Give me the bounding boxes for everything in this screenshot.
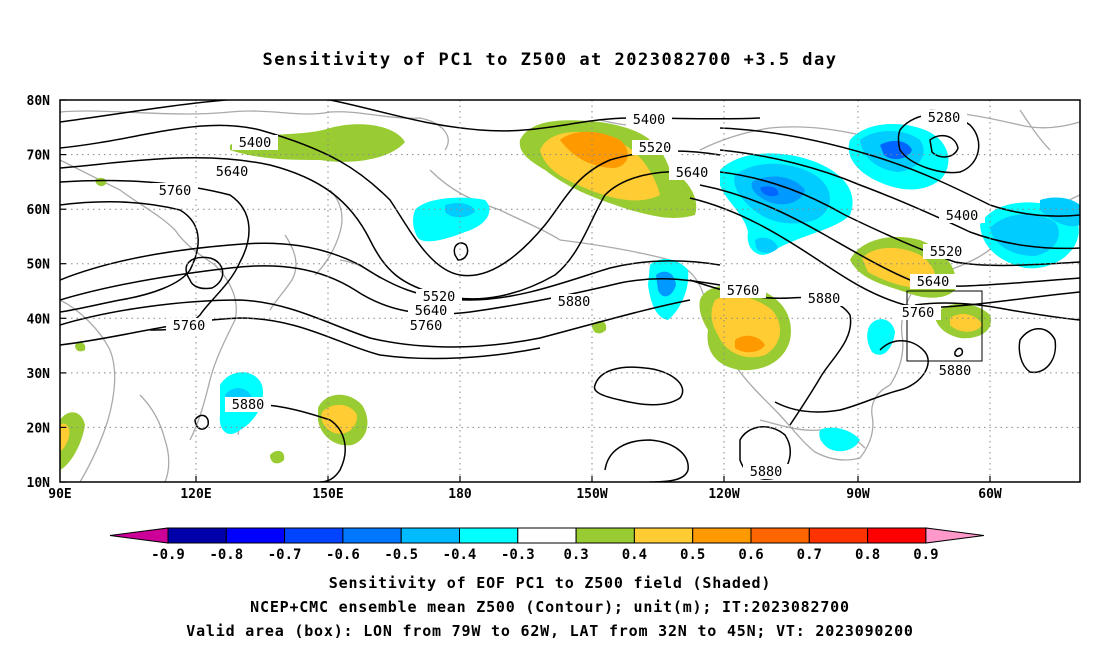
- lon-label: 90E: [48, 487, 71, 502]
- contour-label: 5640: [408, 303, 454, 319]
- colorbar-right-extension: [925, 527, 984, 544]
- lon-labels: 90E 120E 150E 180 150W 120W 90W 60W: [48, 487, 1002, 502]
- colorbar-swatch: [459, 527, 519, 544]
- colorbar-left-extension: [109, 527, 169, 544]
- svg-text:5640: 5640: [216, 164, 249, 180]
- contour-label: 5760: [152, 183, 198, 199]
- valid-area-box: [906, 290, 983, 362]
- contour-label: 5760: [166, 318, 212, 334]
- svg-text:5400: 5400: [239, 135, 272, 151]
- colorbar-label: 0.6: [738, 547, 763, 563]
- map-title: Sensitivity of PC1 to Z500 at 2023082700…: [262, 50, 838, 70]
- caption-contour: NCEP+CMC ensemble mean Z500 (Contour); u…: [250, 598, 850, 616]
- contour-label: 5520: [923, 244, 969, 260]
- contour-label: 5400: [939, 208, 985, 224]
- svg-text:5400: 5400: [633, 112, 666, 128]
- lon-label: 90W: [846, 487, 870, 502]
- lon-label: 60W: [978, 487, 1002, 502]
- lat-labels: 80N 70N 60N 50N 40N 30N 20N 10N: [27, 94, 51, 491]
- svg-text:5760: 5760: [173, 318, 206, 334]
- contour-label: 5880: [551, 294, 597, 310]
- colorbar-swatch: [633, 527, 694, 544]
- colorbar-swatch: [342, 527, 402, 544]
- contour-label: 5640: [209, 164, 255, 180]
- colorbar-swatch: [750, 527, 810, 544]
- contour-label: 5520: [416, 289, 462, 305]
- svg-text:5640: 5640: [676, 165, 709, 181]
- contour-label: 5760: [895, 305, 941, 321]
- svg-text:5520: 5520: [639, 140, 672, 156]
- svg-text:5640: 5640: [917, 274, 950, 290]
- map-frame: [59, 99, 1081, 483]
- contour-label: 5640: [910, 274, 956, 290]
- lat-label: 60N: [27, 203, 51, 218]
- svg-text:5760: 5760: [727, 283, 760, 299]
- lon-label: 120E: [180, 487, 211, 502]
- svg-text:5400: 5400: [946, 208, 979, 224]
- lat-label: 40N: [27, 312, 51, 327]
- lon-label: 120W: [708, 487, 739, 502]
- contour-label: 5880: [932, 363, 978, 379]
- contour-label: 5400: [232, 135, 278, 151]
- contour-label: 5880: [801, 291, 847, 307]
- colorbar-label: -0.5: [384, 547, 418, 563]
- svg-text:5280: 5280: [928, 110, 961, 126]
- svg-text:5640: 5640: [415, 303, 448, 319]
- colorbar: -0.9 -0.8 -0.7 -0.6 -0.5 -0.4 -0.3 0.3 0.4 0.5 0.6…: [109, 527, 984, 563]
- contour-label: 5760: [403, 318, 449, 334]
- colorbar-label: -0.3: [501, 547, 535, 563]
- colorbar-label: 0.9: [913, 547, 938, 563]
- colorbar-swatch: [400, 527, 461, 544]
- lon-label: 150E: [312, 487, 343, 502]
- contour-label: 5520: [632, 140, 678, 156]
- axis-ticks: [60, 99, 991, 483]
- colorbar-swatch: [575, 527, 635, 544]
- colorbar-label: 0.7: [797, 547, 822, 563]
- svg-text:5880: 5880: [750, 464, 783, 480]
- contour-labels: 5400 5640 5760 5760 5400 5520 5640 5280 …: [152, 110, 985, 480]
- svg-text:5760: 5760: [410, 318, 443, 334]
- svg-text:5760: 5760: [159, 183, 192, 199]
- colorbar-label: 0.3: [563, 547, 588, 563]
- caption-shading: Sensitivity of EOF PC1 to Z500 field (Sh…: [328, 574, 772, 592]
- colorbar-label: 0.8: [855, 547, 880, 563]
- caption-valid-area: Valid area (box): LON from 79W to 62W, L…: [186, 622, 914, 640]
- svg-text:5880: 5880: [939, 363, 972, 379]
- contour-label: 5280: [921, 110, 967, 126]
- colorbar-swatch: [867, 527, 927, 544]
- svg-text:5520: 5520: [423, 289, 456, 305]
- colorbar-label: -0.4: [443, 547, 477, 563]
- contour-label: 5400: [626, 112, 672, 128]
- colorbar-swatch: [225, 527, 286, 544]
- svg-text:5880: 5880: [232, 397, 265, 413]
- colorbar-swatch: [692, 527, 752, 544]
- lon-label: 180: [448, 487, 472, 502]
- colorbar-label: 0.5: [680, 547, 705, 563]
- contour-label: 5880: [225, 397, 271, 413]
- lat-label: 10N: [27, 476, 51, 491]
- contour-label: 5760: [720, 283, 766, 299]
- lat-label: 80N: [27, 94, 51, 109]
- lat-label: 50N: [27, 258, 51, 273]
- colorbar-label: -0.7: [268, 547, 302, 563]
- colorbar-label: -0.8: [209, 547, 243, 563]
- contour-label: 5640: [669, 165, 715, 181]
- colorbar-label: -0.6: [326, 547, 360, 563]
- svg-text:5760: 5760: [902, 305, 935, 321]
- colorbar-swatch: [167, 527, 227, 544]
- svg-text:5880: 5880: [558, 294, 591, 310]
- colorbar-swatch: [517, 527, 577, 544]
- contour-label: 5880: [743, 464, 789, 480]
- lon-label: 150W: [576, 487, 607, 502]
- svg-text:5880: 5880: [808, 291, 841, 307]
- colorbar-label: -0.9: [151, 547, 185, 563]
- colorbar-swatch: [284, 527, 344, 544]
- colorbar-label: 0.4: [622, 547, 647, 563]
- lat-label: 20N: [27, 421, 51, 436]
- svg-text:5520: 5520: [930, 244, 963, 260]
- lat-label: 70N: [27, 149, 51, 164]
- colorbar-swatch: [808, 527, 869, 544]
- lat-label: 30N: [27, 367, 51, 382]
